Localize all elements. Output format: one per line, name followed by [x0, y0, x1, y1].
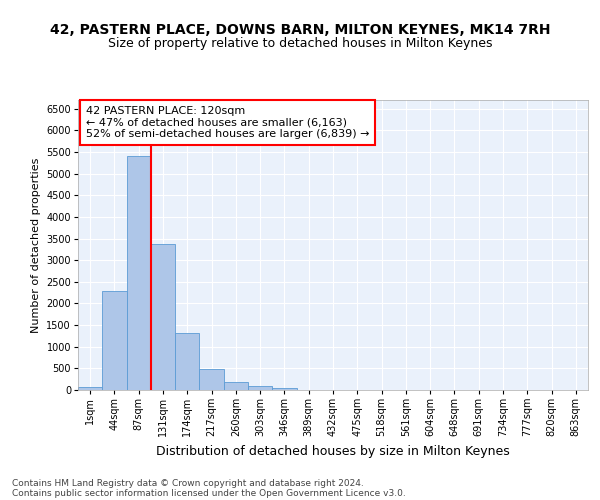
Bar [224, 382, 248, 390]
Bar [175, 334, 199, 390]
X-axis label: Distribution of detached houses by size in Milton Keynes: Distribution of detached houses by size … [156, 445, 510, 458]
Y-axis label: Number of detached properties: Number of detached properties [31, 158, 41, 332]
Text: Contains HM Land Registry data © Crown copyright and database right 2024.: Contains HM Land Registry data © Crown c… [12, 478, 364, 488]
Bar [102, 292, 127, 390]
Bar [199, 369, 224, 390]
Text: Contains public sector information licensed under the Open Government Licence v3: Contains public sector information licen… [12, 488, 406, 498]
Text: 42, PASTERN PLACE, DOWNS BARN, MILTON KEYNES, MK14 7RH: 42, PASTERN PLACE, DOWNS BARN, MILTON KE… [50, 22, 550, 36]
Bar [127, 156, 151, 390]
Text: Size of property relative to detached houses in Milton Keynes: Size of property relative to detached ho… [108, 38, 492, 51]
Bar [272, 388, 296, 390]
Bar [151, 244, 175, 390]
Bar [248, 386, 272, 390]
Text: 42 PASTERN PLACE: 120sqm
← 47% of detached houses are smaller (6,163)
52% of sem: 42 PASTERN PLACE: 120sqm ← 47% of detach… [86, 106, 369, 139]
Bar [78, 387, 102, 390]
